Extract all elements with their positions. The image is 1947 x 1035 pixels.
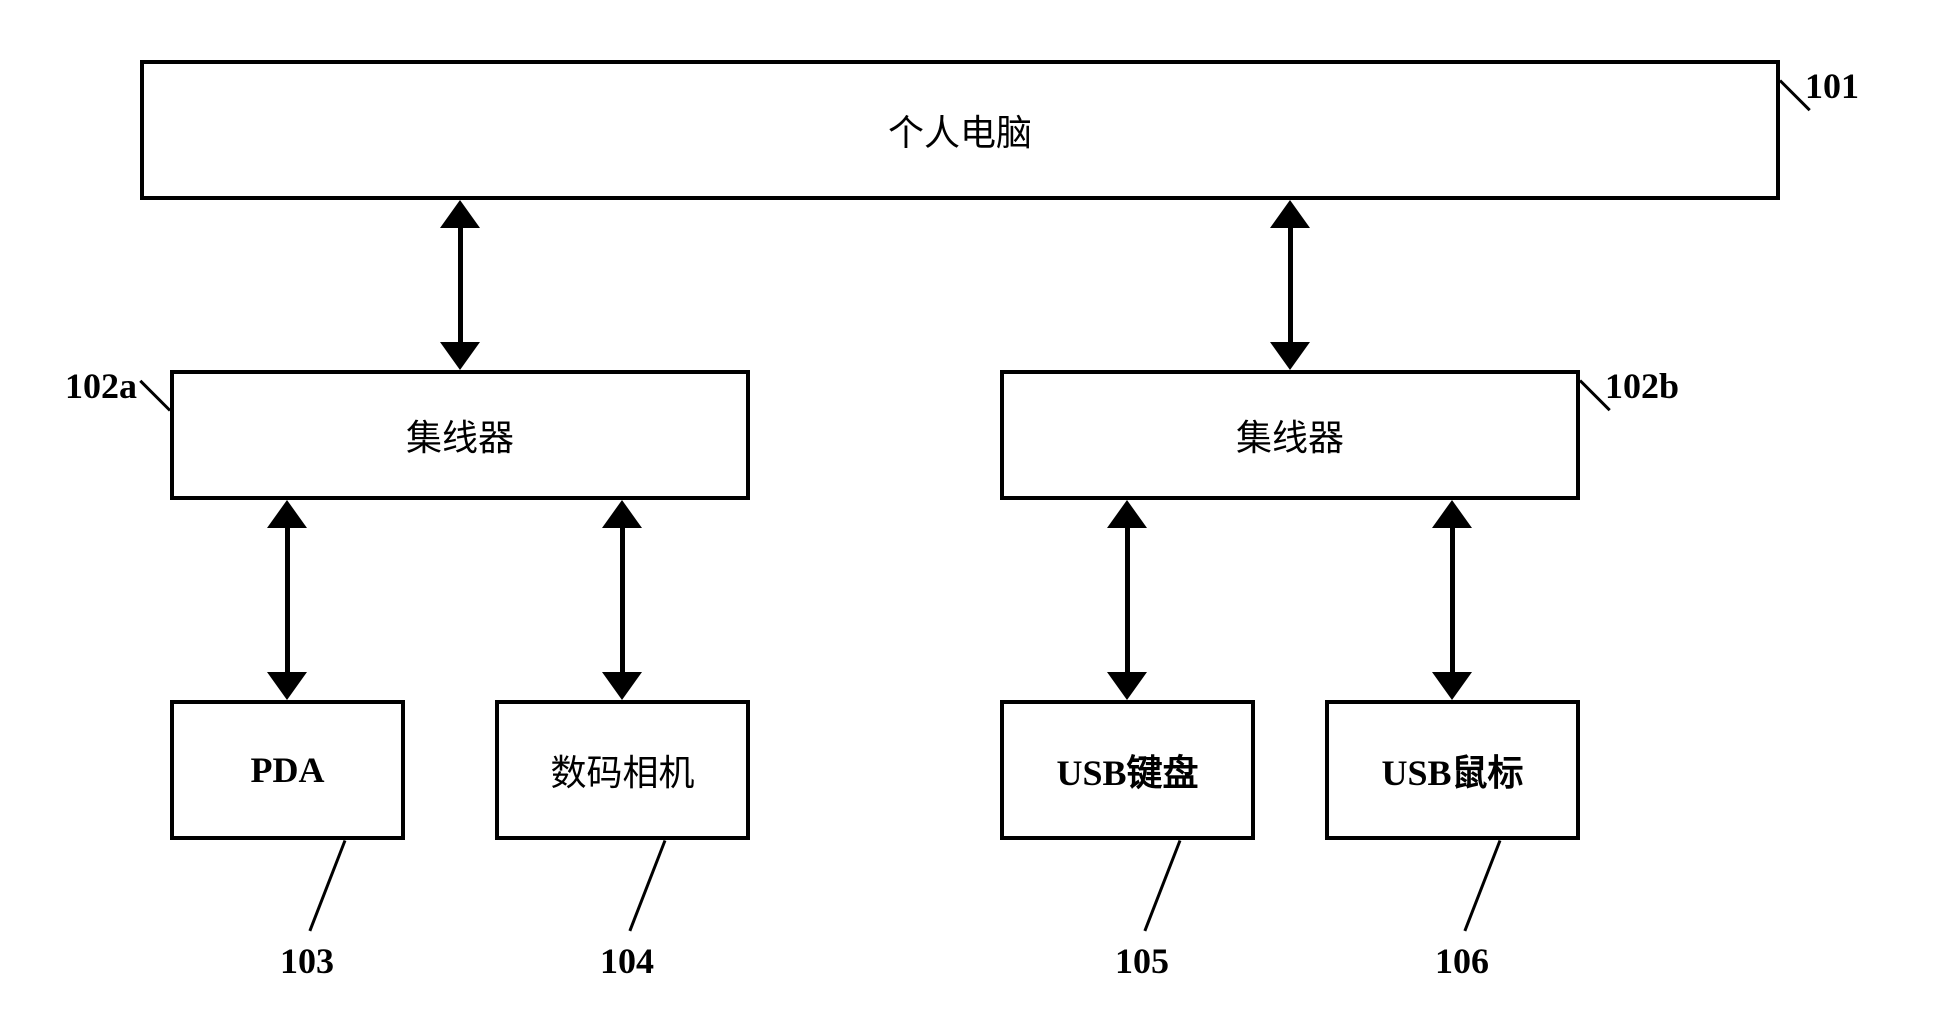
arrow-shaft	[1288, 228, 1293, 342]
diagram-canvas: 个人电脑 集线器 集线器 PDA 数码相机 USB键盘 USB鼠标 101 10…	[0, 0, 1947, 1035]
arrow-head-down	[1107, 672, 1147, 700]
label-105: 105	[1115, 940, 1169, 982]
label-105-text: 105	[1115, 941, 1169, 981]
box-pc-text: 个人电脑	[888, 104, 1032, 156]
box-camera-text: 数码相机	[550, 744, 694, 796]
box-hub-b: 集线器	[1000, 370, 1580, 500]
arrow-shaft	[1125, 528, 1130, 672]
arrow-shaft	[1450, 528, 1455, 672]
box-mouse: USB鼠标	[1325, 700, 1580, 840]
box-pda: PDA	[170, 700, 405, 840]
label-101: 101	[1805, 65, 1859, 107]
lead-line	[629, 839, 667, 930]
box-pc: 个人电脑	[140, 60, 1780, 200]
arrow-head-down	[1270, 342, 1310, 370]
label-102b: 102b	[1605, 365, 1679, 407]
label-106: 106	[1435, 940, 1489, 982]
lead-line	[1144, 839, 1182, 930]
arrow-head-up	[1270, 200, 1310, 228]
lead-line	[309, 839, 347, 930]
arrow-shaft	[620, 528, 625, 672]
arrow-head-down	[602, 672, 642, 700]
arrow-head-down	[1432, 672, 1472, 700]
arrow-head-up	[440, 200, 480, 228]
label-102a: 102a	[65, 365, 137, 407]
arrow-head-down	[440, 342, 480, 370]
box-mouse-text: USB鼠标	[1381, 744, 1523, 796]
box-hub-a: 集线器	[170, 370, 750, 500]
lead-line	[139, 379, 171, 411]
box-hub-a-text: 集线器	[406, 409, 514, 461]
label-102a-text: 102a	[65, 366, 137, 406]
label-101-text: 101	[1805, 66, 1859, 106]
label-103: 103	[280, 940, 334, 982]
label-102b-text: 102b	[1605, 366, 1679, 406]
box-hub-b-text: 集线器	[1236, 409, 1344, 461]
box-camera: 数码相机	[495, 700, 750, 840]
label-103-text: 103	[280, 941, 334, 981]
arrow-head-up	[1107, 500, 1147, 528]
arrow-shaft	[458, 228, 463, 342]
label-104: 104	[600, 940, 654, 982]
arrow-head-up	[602, 500, 642, 528]
label-106-text: 106	[1435, 941, 1489, 981]
arrow-shaft	[285, 528, 290, 672]
lead-line	[1464, 839, 1502, 930]
box-pda-text: PDA	[251, 749, 325, 791]
arrow-head-down	[267, 672, 307, 700]
box-keyboard: USB键盘	[1000, 700, 1255, 840]
arrow-head-up	[1432, 500, 1472, 528]
arrow-head-up	[267, 500, 307, 528]
label-104-text: 104	[600, 941, 654, 981]
box-keyboard-text: USB键盘	[1056, 744, 1198, 796]
